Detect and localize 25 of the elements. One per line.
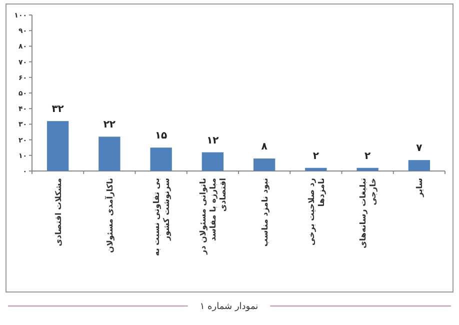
bar (253, 158, 276, 171)
bar (305, 168, 327, 171)
x-tick-label: بی تفاوتی نسبت به سرنوشت کشور (152, 178, 172, 256)
bar (408, 160, 430, 171)
data-label: ۷ (416, 143, 422, 154)
data-label: ۲ (364, 150, 371, 162)
data-label: ۳۲ (52, 104, 64, 116)
bar (150, 148, 172, 171)
data-label: ۱۵ (154, 130, 168, 142)
bar (202, 152, 224, 171)
x-tick-label: تبلیغات رسانه‌های خارجی (358, 178, 378, 248)
bar (356, 168, 378, 171)
x-tick-label: سایر (415, 178, 424, 198)
text: نمودار شماره ۱ (200, 302, 258, 312)
x-tick-label: مشکلات اقتصادی (54, 178, 63, 246)
data-label: ۲ (312, 150, 319, 162)
bar (46, 121, 69, 171)
bar (98, 136, 120, 171)
data-label: ۱۲ (206, 135, 219, 146)
x-tick-label: ناکارآمدی مسئولان (104, 178, 114, 253)
data-label: ۸ (261, 142, 268, 153)
x-tick-label: نبود نامزد مناسب (260, 178, 270, 247)
data-label: ۲۲ (103, 120, 116, 131)
x-tick-label: ناتوانی مسئولان در مبارزه با مفاسد اقتصادی (198, 178, 228, 256)
x-tick-label: رد صلاحیت برخی نامزدها (306, 178, 326, 246)
